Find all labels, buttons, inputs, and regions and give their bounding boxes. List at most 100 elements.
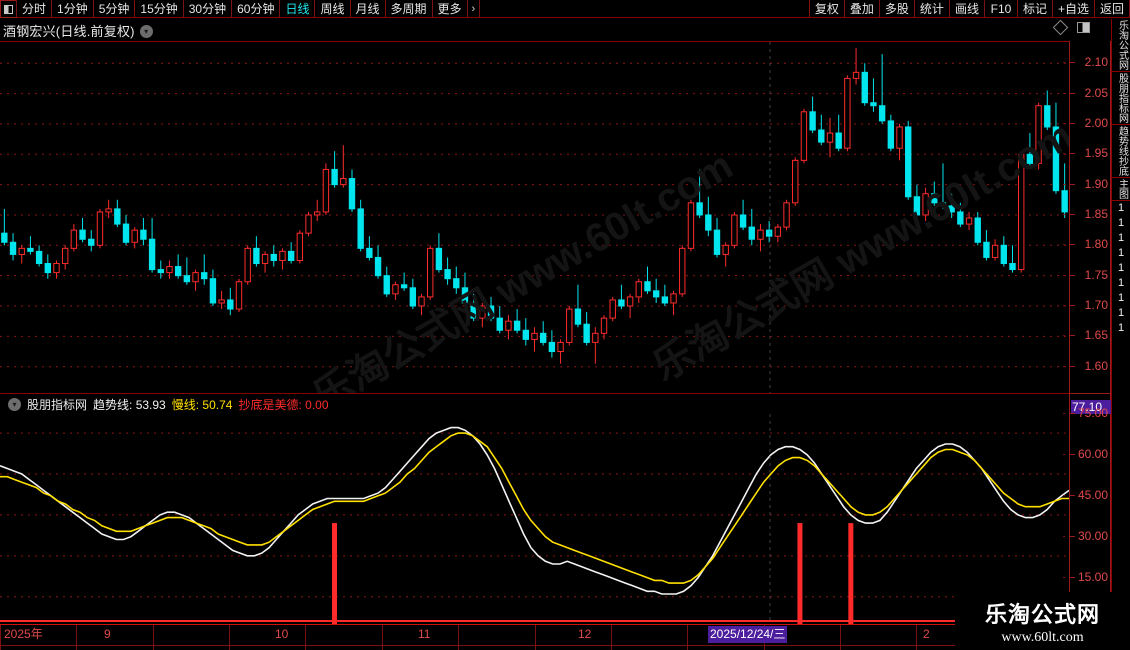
x-gridline-11 [840,625,841,650]
period-tab-1[interactable]: 1分钟 [51,0,94,17]
candle-body-up [635,281,642,298]
sidebar-section-3[interactable]: 主图 [1112,178,1130,201]
price-candlestick-chart[interactable]: 乐淘公式网 www.60lt.com 乐淘公式网 www.60lt.com [0,41,1069,393]
indicator-dropdown-icon[interactable]: ▾ [8,397,21,411]
sidebar-number-6[interactable]: 1 [1117,292,1125,304]
indicator-oscillator-chart[interactable] [0,414,1069,624]
candle-body-up [896,126,903,149]
sidebar-section-0[interactable]: 乐淘公式网 [1112,19,1130,72]
period-tab-0[interactable]: 分时 [16,0,53,17]
sidebar-section-2[interactable]: 趋势线抄底 [1112,125,1130,178]
candle-63 [548,330,556,358]
period-tab-8[interactable]: 月线 [349,0,386,17]
indicator-axis-dot-3 [1063,535,1065,537]
period-tab-10[interactable]: 更多 [431,0,468,17]
sidebar-section-1[interactable]: 股朋指标网 [1112,72,1130,125]
candle-body-down [1044,105,1051,128]
candle-69 [600,315,608,340]
candle-67 [583,312,590,346]
candle-29 [253,236,260,267]
candle-body-up [279,250,286,261]
toolbar-button-8[interactable]: 返回 [1093,0,1130,17]
period-tab-6[interactable]: 日线 [279,0,316,17]
diamond-icon[interactable] [1052,19,1069,36]
candle-body-down [652,290,660,298]
candle-13 [114,199,121,228]
sidebar-number-8[interactable]: 1 [1117,322,1125,334]
candle-body-up [53,263,60,274]
candle-body-down [1000,244,1008,265]
candle-body-down [948,205,955,213]
period-tab-2[interactable]: 5分钟 [92,0,136,17]
toolbar-button-4[interactable]: 画线 [948,0,985,17]
candle-body-down [618,299,625,307]
candle-body-down [453,278,460,289]
toolbar-button-7[interactable]: +自选 [1051,0,1095,17]
period-tab-5[interactable]: 60分钟 [231,0,281,17]
candle-body-down [522,329,530,340]
candle-body-up [1035,105,1042,164]
candle-0 [1,208,8,246]
candle-93 [809,96,816,134]
candle-68 [592,327,599,364]
price-axis-label-7: 1.75 [1084,267,1108,282]
toolbar-button-5[interactable]: F10 [983,0,1018,17]
sidebar-number-7[interactable]: 1 [1117,307,1125,319]
toolbar-button-2[interactable]: 多股 [878,0,915,17]
candle-body-up [600,317,608,334]
indicator-item-0: 趋势线: 53.93 [93,396,166,413]
candle-body-down [974,217,981,243]
candle-body-down [79,229,86,240]
right-sidebar[interactable]: 乐淘公式网 股朋指标网 趋势线抄底 主图 1 1 1 1 1 1 1 1 1 [1111,19,1130,624]
toolbar-button-3[interactable]: 统计 [913,0,950,17]
candle-body-down [444,269,451,280]
candle-body-down [148,238,156,271]
candle-4 [35,245,43,267]
candle-body-up [296,232,304,261]
layout-panel-icon[interactable] [1077,22,1090,33]
price-axis-label-3: 1.95 [1084,146,1108,161]
indicator-axis-tick-1 [1070,454,1075,455]
candle-22 [192,269,199,291]
sidebar-number-4[interactable]: 1 [1117,262,1125,274]
candle-body-down [487,305,495,319]
indicator-axis-dot-0 [1063,413,1065,415]
more-chevron-icon[interactable]: › [466,0,481,17]
candle-10 [88,230,95,252]
indicator-axis-label-2: 45.00 [1077,487,1108,502]
sidebar-number-2[interactable]: 1 [1117,232,1125,244]
sidebar-number-5[interactable]: 1 [1117,277,1125,289]
candle-body-up [96,211,104,246]
indicator-svg [0,414,1069,624]
sidebar-number-1[interactable]: 1 [1117,217,1125,229]
candle-60 [522,318,530,346]
period-tab-4[interactable]: 30分钟 [182,0,233,17]
sidebar-number-3[interactable]: 1 [1117,247,1125,259]
period-tab-7[interactable]: 周线 [314,0,351,17]
candle-body-up [61,247,69,265]
right-price-axis[interactable]: 2.10 2.05 2.00 1.95 1.90 1.85 1.80 1.75 1.70 1.65… [1063,41,1111,624]
toolbar-button-6[interactable]: 标记 [1016,0,1053,17]
x-gridline-2 [153,625,154,650]
toolbar-button-1[interactable]: 叠加 [843,0,880,17]
toolbar-right-group: 复权 叠加 多股 统计 画线 F10 标记 +自选 返回 [808,0,1130,17]
panel-toggle-icon[interactable] [0,0,17,18]
candle-59 [513,309,521,334]
price-axis-tick-7 [1070,274,1075,276]
candle-body-down [548,341,556,353]
period-tab-9[interactable]: 多周期 [384,0,433,17]
candle-body-up [826,132,834,143]
candle-body-up [235,281,243,310]
period-tab-3[interactable]: 15分钟 [134,0,184,17]
candle-body-up [505,320,512,331]
chevron-down-circle-icon[interactable]: ▾ [139,24,153,38]
price-axis-tick-9 [1070,335,1075,337]
candle-body-up [166,266,173,274]
sidebar-number-0[interactable]: 1 [1117,202,1125,214]
candle-116 [1009,245,1016,273]
candle-body-down [809,111,816,131]
candle-body-up [531,332,538,340]
candle-119 [1035,102,1042,170]
candle-51 [444,257,451,285]
toolbar-button-0[interactable]: 复权 [808,0,845,17]
